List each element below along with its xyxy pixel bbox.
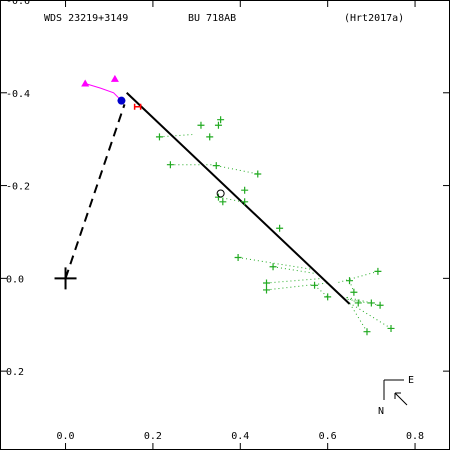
observation-markers [155,116,395,336]
x-tick-label: 0.8 [406,431,424,442]
system-label: WDS 23219+3149 [44,13,128,24]
observation-point [354,299,362,307]
residual-line [238,256,311,270]
observation-point [311,281,319,289]
residual-line [314,284,329,298]
observation-point [197,121,205,129]
predicted-position-marker [117,96,126,105]
compass-axes [383,379,404,400]
observation-point [350,288,358,296]
orbit-fit [64,92,351,305]
observation-point [219,198,227,206]
observation-point [376,301,384,309]
primary-star-marker [54,267,77,290]
observation-point [166,161,174,169]
residual-lines [159,134,392,332]
compass-east-label: E [408,375,414,386]
axis-tick-labels: 0.0 0.2 0.4 0.6 0.8 -0.6 -0.4 -0.2 0.0 0.2 [6,0,424,442]
observation-point [363,328,371,336]
residual-line [159,134,193,138]
x-tick-label: 0.6 [319,431,337,442]
y-tick-label: 0.0 [6,274,24,285]
observation-point [214,121,222,129]
observation-point [241,198,249,206]
residual-line [218,196,243,203]
residual-line [266,277,324,284]
early-measure-marker [110,74,119,82]
observation-point [263,279,271,287]
y-tick-label: 0.2 [6,367,24,378]
residual-line [272,266,317,275]
node-line [64,104,126,279]
compass-north-label: N [378,406,384,417]
observation-point [212,162,220,170]
observation-point [217,116,225,124]
orbit-line [126,92,351,305]
x-tick-label: 0.4 [231,431,249,442]
x-tick-label: 0.2 [144,431,162,442]
early-measure-marker [81,79,90,87]
observation-point [346,277,354,285]
residual-line [349,302,392,329]
x-tick-label: 0.0 [57,431,75,442]
early-measures-arc [85,83,122,102]
observation-point [155,133,163,141]
observation-point [374,267,382,275]
observation-point [234,253,242,261]
latest-measure-marker [133,103,142,110]
observation-point [367,299,375,307]
compass-motion-arrow [394,392,408,406]
residual-line [345,296,372,304]
compass: E N [378,375,414,417]
observation-point [276,224,284,232]
observation-point [269,263,277,271]
residual-line [347,298,381,306]
y-tick-label: -0.6 [6,0,30,7]
reference-label: (Hrt2017a) [344,13,404,24]
observation-point [324,293,332,301]
open-circle-marker [216,189,225,198]
y-tick-label: -0.2 [6,182,30,193]
observation-point [254,170,262,178]
discoverer-label: BU 718AB [188,13,236,24]
observation-point [387,324,395,332]
observation-point [241,186,249,194]
y-tick-label: -0.4 [6,89,30,100]
observation-point [263,286,271,294]
special-markers [54,74,225,290]
observation-point [206,133,214,141]
